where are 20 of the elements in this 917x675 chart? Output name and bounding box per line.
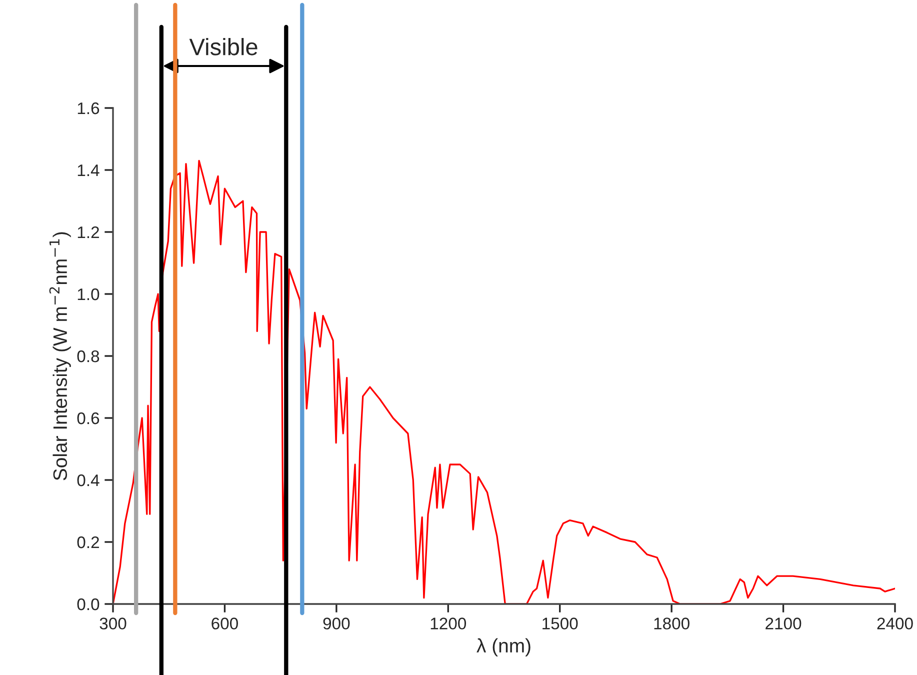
y-tick-label: 1.2: [78, 226, 99, 238]
x-tick-label: 2400: [877, 618, 913, 630]
x-tick-label: 2100: [766, 618, 802, 630]
text: Visible: [189, 38, 258, 56]
x-tick-label: 1800: [654, 618, 690, 630]
x-tick-label: 300: [100, 618, 126, 630]
x-tick-label: 600: [212, 618, 238, 630]
y-tick-label: 0.6: [77, 412, 100, 424]
y-tick-label: 1.6: [78, 102, 100, 114]
x-axis-title: λ (nm): [476, 638, 530, 656]
y-tick-label: 0.8: [77, 350, 100, 362]
y-tick-label: 0.0: [77, 598, 100, 610]
x-tick-label: 1500: [542, 618, 578, 630]
y-tick-label: 0.4: [77, 474, 100, 486]
x-tick-label: 1200: [430, 618, 466, 630]
x-tick-label: 900: [323, 618, 350, 630]
y-axis-title: Solar Intensity (W m$^{−2}$nm$^{−1}$): [49, 232, 71, 480]
y-tick-label: 0.2: [77, 536, 99, 548]
y-tick-label: 1.0: [78, 288, 100, 300]
y-tick-label: 1.4: [78, 164, 100, 176]
